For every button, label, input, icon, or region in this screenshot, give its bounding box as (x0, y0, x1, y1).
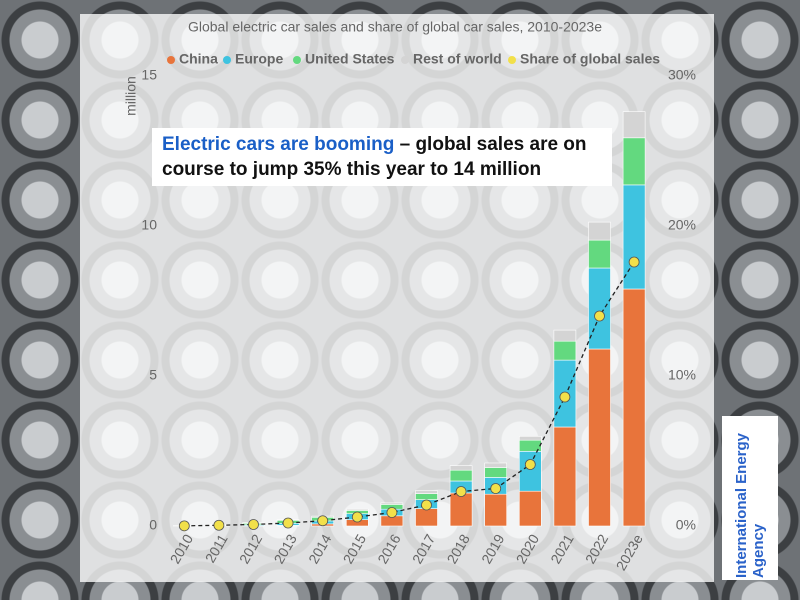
y-tick-label: 5 (149, 367, 157, 383)
bar-segment (380, 502, 404, 505)
y2-tick-label: 10% (668, 367, 696, 383)
share-point (248, 519, 259, 530)
annotation-highlight: Electric cars are booming (162, 134, 395, 155)
legend-marker (401, 56, 409, 64)
legend-label: Europe (235, 51, 283, 67)
bar-segment (449, 492, 473, 527)
bar-segment (415, 493, 438, 500)
legend-label: United States (305, 51, 395, 67)
bar-segment (553, 426, 577, 527)
panel (80, 14, 714, 582)
bar-segment (518, 435, 542, 441)
share-point (559, 391, 571, 403)
y-tick-label: 15 (141, 67, 157, 83)
bar-segment (588, 239, 611, 269)
annotation: Electric cars are booming – global sales… (152, 128, 612, 186)
bar-segment (449, 469, 473, 482)
share-point (628, 256, 640, 268)
bar-segment (518, 450, 542, 492)
bar-segment (622, 137, 646, 186)
bar-segment (622, 184, 646, 290)
bar-segment (449, 465, 473, 471)
y-tick-label: 0 (149, 517, 157, 533)
share-point (421, 499, 432, 511)
share-point (524, 459, 536, 470)
legend-marker (167, 56, 175, 64)
share-point (455, 486, 467, 497)
legend-marker (223, 56, 231, 64)
bar-segment (484, 462, 508, 468)
bar-segment (484, 493, 508, 527)
logo-text: International Energy Agency (733, 432, 767, 578)
legend-label: Share of global sales (520, 51, 660, 67)
y-axis-label: million (123, 76, 139, 116)
share-point (178, 520, 190, 532)
bar-segment (622, 111, 646, 139)
bar-segment (553, 329, 577, 342)
bar-segment (622, 288, 646, 527)
bar-segment (518, 490, 542, 527)
bar-segment (415, 490, 438, 494)
logo: International Energy Agency (722, 416, 778, 580)
share-point (386, 507, 398, 518)
y-tick-label: 10 (141, 217, 157, 233)
bar-segment (588, 348, 611, 527)
annotation-text: – global sales are on course to jump 35%… (162, 134, 587, 180)
bar-segment (553, 340, 577, 361)
chart-title: Global electric car sales and share of g… (188, 19, 602, 35)
y2-tick-label: 20% (668, 217, 696, 233)
bar-segment (588, 267, 611, 350)
share-point (317, 515, 329, 527)
legend-label: China (179, 51, 218, 67)
y2-tick-label: 30% (668, 67, 696, 83)
bar-segment (484, 467, 508, 478)
bar-segment (415, 508, 438, 527)
share-point (594, 310, 605, 322)
legend-marker (293, 56, 301, 64)
share-point (213, 519, 225, 531)
bar-segment (588, 221, 611, 241)
share-point (351, 511, 363, 523)
legend-marker (508, 56, 516, 64)
legend-label: Rest of world (413, 51, 502, 67)
share-line (184, 261, 635, 527)
y2-tick-label: 0% (676, 517, 696, 533)
bar-segment (345, 508, 369, 511)
share-point (490, 483, 502, 494)
share-point (282, 517, 294, 529)
